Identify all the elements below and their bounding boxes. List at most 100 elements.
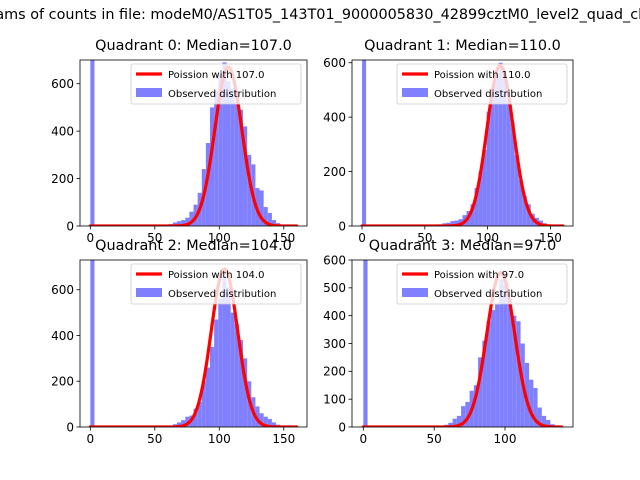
histogram-bar [243,126,248,226]
histogram-bar [465,401,470,427]
histogram-bar [478,357,483,427]
histogram-bar [271,220,277,226]
legend: Poission with 110.0 Observed distribution [396,63,568,105]
plot-marks [88,60,299,226]
subplot-title: Quadrant 1: Median=110.0 [364,38,561,54]
histogram-bar [486,111,491,226]
histogram-bar [181,220,186,226]
figure-suptitle: Histograms of counts in file: modeM0/AS1… [0,7,640,23]
histogram-bar [518,179,523,226]
histogram-bar [205,367,211,427]
poisson-curve [88,65,299,226]
histogram-bar [498,62,503,226]
legend-label-observed: Observed distribution [168,89,276,100]
histogram-bar [226,287,231,427]
x-tick-label: 150 [272,231,295,245]
histogram-bar [478,171,483,226]
histogram-bar [218,298,223,427]
subplot-title: Quadrant 2: Median=104.0 [95,238,292,254]
x-tick-label: 100 [208,432,231,446]
histogram-bar [214,90,219,226]
poisson-curve [361,270,564,427]
x-tick-label: 0 [358,231,366,245]
histogram-bar [514,155,519,226]
subplot-1: 0 50 100 150 0 200 400 600 Quadrant 1: Median=11… [323,38,574,245]
histogram-bar [454,220,459,226]
histogram-bar [193,408,198,427]
legend: Poission with 97.0 Observed distribution [396,263,568,305]
y-tick-label: 200 [323,365,346,379]
histogram-bar [470,204,475,226]
histogram-bar [537,407,542,427]
histogram-bar [499,279,504,427]
histogram-bar [267,418,272,427]
x-tick-label: 0 [360,432,368,446]
y-tick-label: 200 [51,375,74,389]
histogram-bar [259,190,264,226]
y-tick-label: 400 [51,124,74,138]
legend-box [130,63,302,105]
x-tick-label: 50 [417,231,432,245]
histogram-bar [546,420,551,427]
histogram-bar [176,422,182,427]
y-tick-label: 100 [323,392,346,406]
plot-marks [361,260,564,427]
y-tick-label: 600 [51,283,74,297]
histogram-bar [222,62,227,226]
histogram-bar [510,122,515,226]
histogram-bar [502,73,507,226]
histogram-bar [516,321,521,427]
y-tick-label: 0 [338,420,346,434]
histogram-bar [185,217,190,226]
histogram-bar [526,204,531,226]
x-tick-label: 100 [208,231,231,245]
histogram-bar [172,222,177,226]
y-tick-label: 500 [323,281,346,295]
legend-label-observed: Observed distribution [168,289,276,300]
histogram-bar [486,321,491,427]
histogram-bar [448,422,453,427]
x-tick-label: 50 [427,432,442,446]
histogram-bar [201,381,206,427]
x-tick-label: 50 [147,231,162,245]
histogram-bar [255,406,260,427]
subplot-2: 0 50 100 150 0 200 400 600 Quadrant 2: Median=10… [51,238,308,446]
histogram-bar [271,422,277,427]
histogram-bar [243,358,248,427]
histogram-bar [529,379,534,427]
histogram-bar [263,416,268,427]
x-tick-label: 150 [539,231,562,245]
legend-box [396,63,568,105]
y-tick-label: 200 [323,165,346,179]
histogram-bar [473,385,479,427]
histogram-bar [238,109,244,226]
histogram-bar [230,312,235,427]
legend-swatch-observed [402,88,428,97]
x-tick-label: 100 [494,432,517,446]
poisson-curve [360,63,565,226]
histogram-bar [181,420,186,427]
plot-marks [360,60,565,226]
legend: Poission with 107.0 Observed distribution [130,63,302,105]
y-tick-label: 0 [338,219,346,233]
legend-label-poisson: Poission with 107.0 [168,70,264,81]
legend-label-poisson: Poission with 104.0 [168,270,264,281]
histogram-bar [214,319,219,427]
histogram-bar [218,74,223,226]
x-tick-label: 150 [272,432,295,446]
histogram-bar [259,413,264,427]
histogram-bar [461,406,466,427]
histogram-bar [482,149,487,226]
y-tick-label: 0 [66,219,74,233]
histogram-bar [267,212,272,226]
y-tick-label: 200 [51,172,74,186]
histogram-bar [205,143,211,226]
histogram-bar [210,346,215,427]
histogram-bar [363,260,368,427]
legend: Poission with 104.0 Observed distribution [130,263,302,305]
histogram-bar [238,340,244,427]
histogram-bar [90,60,95,226]
legend-box [396,263,568,305]
legend-label-poisson: Poission with 110.0 [434,70,530,81]
histogram-bar [494,76,499,226]
